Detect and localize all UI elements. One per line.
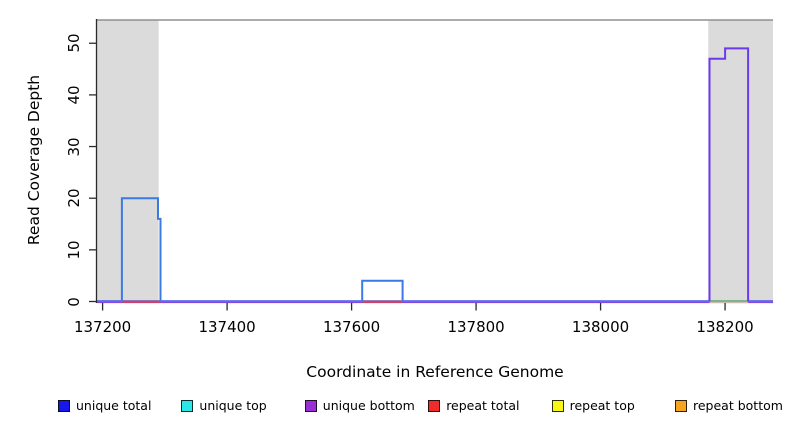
x-tick-label: 137800	[447, 318, 505, 336]
y-tick-label: 50	[65, 33, 83, 53]
y-tick-label: 10	[65, 240, 83, 260]
x-tick-label: 137200	[73, 318, 132, 336]
series-unique-bottom	[708, 47, 750, 302]
y-tick-label: 30	[65, 136, 83, 157]
legend-swatch-icon	[675, 400, 687, 412]
legend-swatch-icon	[304, 400, 317, 412]
shaded-region	[708, 20, 773, 302]
legend-label: unique total	[76, 398, 152, 413]
y-tick-label: 40	[65, 85, 83, 105]
legend-swatch-icon	[58, 400, 70, 412]
legend-label: repeat top	[569, 398, 635, 413]
y-axis-title: Read Coverage Depth	[25, 74, 43, 246]
legend-swatch-icon	[181, 400, 194, 412]
legend-label: unique bottom	[322, 398, 415, 413]
legend-label: repeat total	[446, 398, 520, 413]
x-tick-label: 137600	[322, 318, 381, 336]
y-tick-label: 20	[65, 188, 83, 208]
x-tick-label: 138200	[696, 318, 754, 336]
legend-swatch-icon	[428, 400, 441, 412]
shaded-region	[97, 20, 159, 302]
series-unique-total	[120, 197, 404, 302]
x-tick-label: 138000	[571, 318, 630, 336]
x-tick-label: 137400	[198, 318, 256, 336]
legend-label: repeat bottom	[693, 398, 783, 413]
y-tick-label: 0	[65, 296, 83, 307]
x-axis-title: Coordinate in Reference Genome	[306, 363, 564, 381]
legend-label: unique top	[199, 398, 267, 413]
legend-swatch-icon	[551, 400, 564, 412]
